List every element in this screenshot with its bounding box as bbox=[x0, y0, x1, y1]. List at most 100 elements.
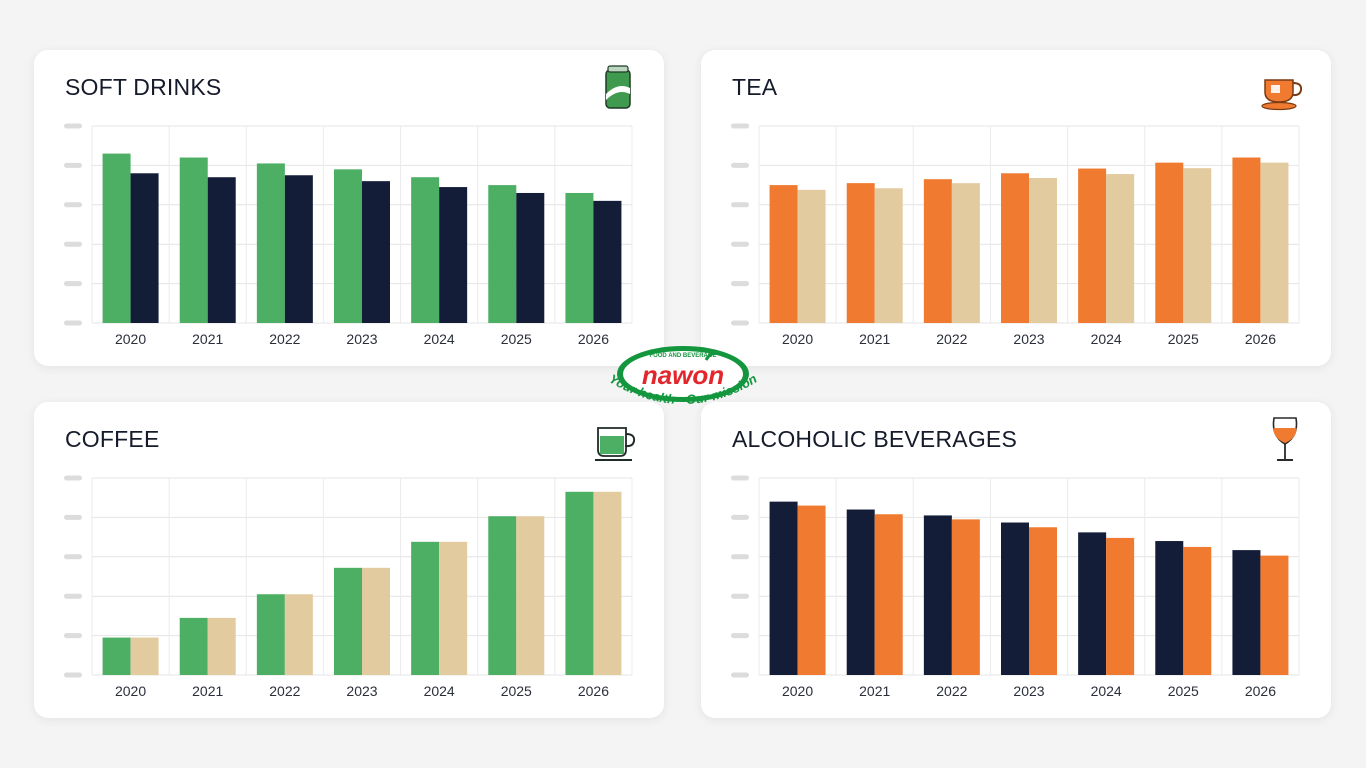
x-tick-label: 2020 bbox=[782, 331, 813, 347]
y-tick-mark bbox=[731, 633, 749, 639]
bar bbox=[874, 188, 903, 323]
bar bbox=[923, 515, 952, 675]
bar bbox=[1183, 168, 1212, 323]
bar bbox=[1183, 546, 1212, 675]
logo-brand: nawon bbox=[642, 360, 724, 390]
bar bbox=[951, 183, 980, 323]
bar bbox=[565, 491, 594, 675]
y-tick-mark bbox=[64, 514, 82, 520]
x-tick-label: 2023 bbox=[346, 683, 377, 699]
bar bbox=[516, 192, 545, 323]
chart-card-tea: TEA 2020 2021 2022 2023 2024 2025 2026 bbox=[701, 50, 1331, 366]
y-tick-mark bbox=[731, 320, 749, 326]
bar bbox=[1232, 157, 1261, 323]
chart-title: TEA bbox=[732, 74, 778, 100]
bar bbox=[362, 181, 390, 323]
bar bbox=[411, 541, 440, 675]
bar bbox=[565, 192, 594, 323]
x-tick-label: 2024 bbox=[424, 683, 455, 699]
y-tick-mark bbox=[64, 162, 82, 168]
x-tick-label: 2024 bbox=[424, 331, 455, 347]
wine-glass-icon bbox=[1272, 417, 1298, 461]
x-tick-label: 2021 bbox=[859, 331, 890, 347]
y-tick-mark bbox=[731, 281, 749, 287]
bar bbox=[411, 177, 440, 323]
bar bbox=[1260, 555, 1289, 675]
x-tick-label: 2026 bbox=[1245, 331, 1276, 347]
bar bbox=[102, 153, 131, 323]
bar bbox=[488, 516, 517, 675]
y-tick-mark bbox=[731, 123, 749, 129]
bar bbox=[1029, 527, 1057, 675]
y-tick-mark bbox=[64, 241, 82, 247]
bar bbox=[846, 183, 875, 323]
x-tick-label: 2020 bbox=[115, 683, 146, 699]
x-tick-label: 2022 bbox=[936, 331, 967, 347]
x-tick-label: 2024 bbox=[1091, 331, 1122, 347]
bar-chart: 2020 2021 2022 2023 2024 2025 2026 bbox=[64, 475, 633, 699]
bar bbox=[874, 514, 903, 675]
x-tick-label: 2022 bbox=[936, 683, 967, 699]
bar bbox=[1029, 178, 1057, 323]
y-tick-mark bbox=[64, 672, 82, 678]
bar bbox=[769, 185, 798, 323]
x-tick-label: 2026 bbox=[1245, 683, 1276, 699]
bar bbox=[284, 175, 313, 323]
y-tick-mark bbox=[731, 593, 749, 599]
bar bbox=[1260, 162, 1289, 323]
bar bbox=[593, 200, 622, 323]
bar bbox=[439, 541, 468, 675]
x-tick-label: 2023 bbox=[1013, 331, 1044, 347]
y-tick-mark bbox=[64, 281, 82, 287]
x-tick-label: 2022 bbox=[269, 331, 300, 347]
y-tick-mark bbox=[731, 514, 749, 520]
bar bbox=[207, 177, 236, 323]
bar bbox=[1001, 522, 1029, 675]
bar bbox=[488, 185, 517, 323]
x-tick-label: 2025 bbox=[1168, 331, 1199, 347]
logo-tagline: FOOD AND BEVERAGE bbox=[649, 353, 716, 359]
bar bbox=[1155, 541, 1184, 675]
chart-title: SOFT DRINKS bbox=[65, 74, 222, 100]
bar bbox=[846, 509, 875, 675]
nawon-logo: FOOD AND BEVERAGE nawon Your health - Ou… bbox=[607, 346, 759, 407]
y-tick-mark bbox=[64, 633, 82, 639]
y-tick-mark bbox=[64, 593, 82, 599]
bar bbox=[593, 491, 622, 675]
bar bbox=[362, 567, 390, 675]
x-tick-label: 2023 bbox=[1013, 683, 1044, 699]
bar bbox=[516, 516, 545, 675]
x-tick-label: 2021 bbox=[859, 683, 890, 699]
bar bbox=[1155, 162, 1184, 323]
y-tick-mark bbox=[64, 320, 82, 326]
bar bbox=[334, 567, 362, 675]
bar bbox=[1106, 174, 1135, 323]
bar-chart: 2020 2021 2022 2023 2024 2025 2026 bbox=[731, 123, 1300, 347]
bar bbox=[284, 594, 313, 675]
chart-title: COFFEE bbox=[65, 426, 160, 452]
teacup-icon bbox=[1261, 79, 1303, 111]
y-tick-mark bbox=[64, 475, 82, 481]
bar bbox=[256, 163, 285, 323]
bar bbox=[1078, 168, 1107, 323]
bar bbox=[1106, 537, 1135, 675]
bar bbox=[179, 617, 208, 675]
bar bbox=[1232, 550, 1261, 675]
bar bbox=[256, 594, 285, 675]
y-tick-mark bbox=[731, 672, 749, 678]
bar bbox=[797, 505, 826, 675]
y-tick-mark bbox=[731, 475, 749, 481]
bar bbox=[130, 637, 159, 675]
x-tick-label: 2024 bbox=[1091, 683, 1122, 699]
y-tick-mark bbox=[731, 202, 749, 208]
x-tick-label: 2025 bbox=[501, 331, 532, 347]
bar bbox=[797, 189, 826, 323]
y-tick-mark bbox=[64, 554, 82, 560]
x-tick-label: 2021 bbox=[192, 331, 223, 347]
bar bbox=[179, 157, 208, 323]
bar bbox=[923, 179, 952, 323]
x-tick-label: 2025 bbox=[1168, 683, 1199, 699]
coffee-mug-icon bbox=[595, 427, 636, 461]
x-tick-label: 2022 bbox=[269, 683, 300, 699]
bar bbox=[102, 637, 131, 675]
